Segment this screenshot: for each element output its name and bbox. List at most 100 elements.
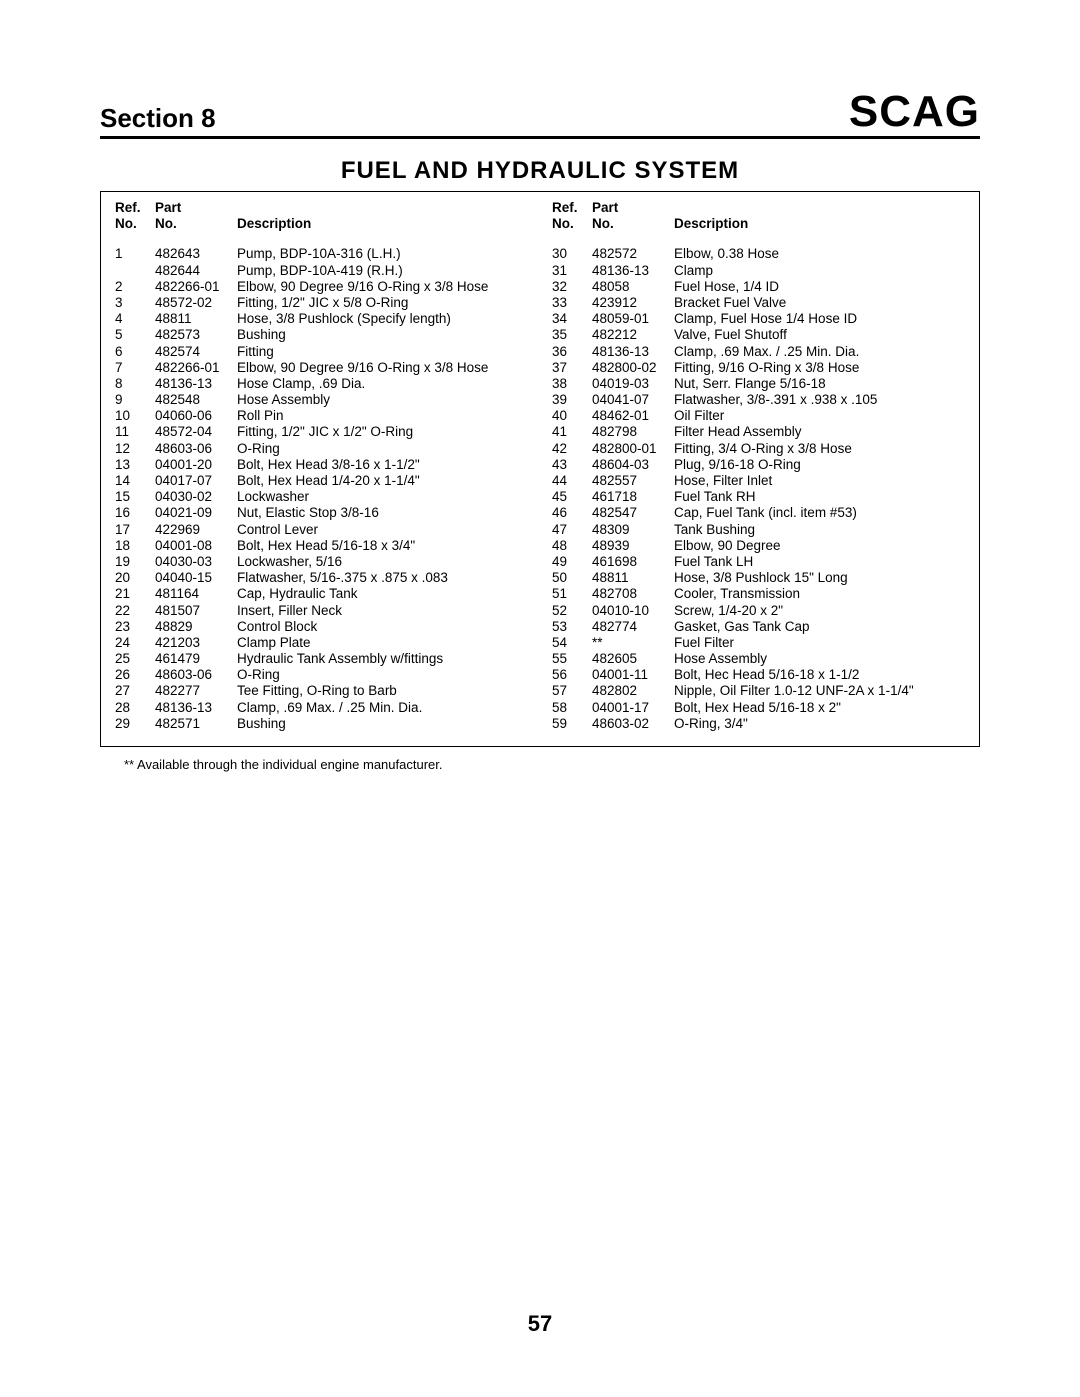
cell-desc: Bolt, Hex Head 5/16-18 x 3/4"	[237, 538, 528, 554]
cell-part: 482708	[592, 586, 674, 602]
cell-part: 461718	[592, 489, 674, 505]
cell-desc: Pump, BDP-10A-316 (L.H.)	[237, 246, 528, 262]
cell-part: 04021-09	[155, 505, 237, 521]
cell-ref: 28	[115, 700, 155, 716]
cell-desc: Bushing	[237, 716, 528, 732]
cell-part: 482277	[155, 683, 237, 699]
cell-desc: O-Ring	[237, 441, 528, 457]
cell-part: 482774	[592, 619, 674, 635]
cell-desc: Bolt, Hex Head 5/16-18 x 2"	[674, 700, 965, 716]
cell-desc: Hose Clamp, .69 Dia.	[237, 376, 528, 392]
cell-desc: Control Lever	[237, 522, 528, 538]
cell-desc: Fuel Tank RH	[674, 489, 965, 505]
cell-part: 481164	[155, 586, 237, 602]
cell-part: 48462-01	[592, 408, 674, 424]
table-row: 3904041-07Flatwasher, 3/8-.391 x .938 x …	[552, 392, 965, 408]
table-row: 5482573Bushing	[115, 327, 528, 343]
cell-desc: Roll Pin	[237, 408, 528, 424]
table-row: 45461718Fuel Tank RH	[552, 489, 965, 505]
table-row: 24421203Clamp Plate	[115, 635, 528, 651]
cell-desc: Nut, Elastic Stop 3/8-16	[237, 505, 528, 521]
cell-ref: 20	[115, 570, 155, 586]
cell-part: 48309	[592, 522, 674, 538]
table-row: 1482643Pump, BDP-10A-316 (L.H.)	[115, 246, 528, 262]
cell-ref: 7	[115, 360, 155, 376]
cell-ref: 13	[115, 457, 155, 473]
column-header: Ref. No. Part No. Description	[115, 200, 528, 232]
cell-desc: Pump, BDP-10A-419 (R.H.)	[237, 263, 528, 279]
table-row: 30482572Elbow, 0.38 Hose	[552, 246, 965, 262]
cell-ref: 33	[552, 295, 592, 311]
right-column: Ref. No. Part No. Description 30482572El…	[552, 200, 965, 732]
table-row: 41482798Filter Head Assembly	[552, 424, 965, 440]
table-row: 1904030-03Lockwasher, 5/16	[115, 554, 528, 570]
footnote: ** Available through the individual engi…	[124, 757, 980, 772]
cell-ref: 59	[552, 716, 592, 732]
cell-part: 48603-02	[592, 716, 674, 732]
cell-desc: Bushing	[237, 327, 528, 343]
cell-part: 421203	[155, 635, 237, 651]
cell-part: 48136-13	[592, 344, 674, 360]
cell-ref: 3	[115, 295, 155, 311]
cell-part: 48136-13	[155, 700, 237, 716]
table-row: 54**Fuel Filter	[552, 635, 965, 651]
cell-part: 482266-01	[155, 279, 237, 295]
right-rows: 30482572Elbow, 0.38 Hose3148136-13Clamp3…	[552, 246, 965, 732]
table-row: 22481507Insert, Filler Neck	[115, 603, 528, 619]
cell-ref: 49	[552, 554, 592, 570]
cell-desc: Clamp, Fuel Hose 1/4 Hose ID	[674, 311, 965, 327]
cell-desc: Bolt, Hex Head 1/4-20 x 1-1/4"	[237, 473, 528, 489]
cell-ref: 17	[115, 522, 155, 538]
cell-ref: 24	[115, 635, 155, 651]
cell-ref: 52	[552, 603, 592, 619]
table-row: 27482277Tee Fitting, O-Ring to Barb	[115, 683, 528, 699]
cell-part: 461698	[592, 554, 674, 570]
page-header: Section 8 SCAG	[100, 90, 980, 139]
cell-part: 04001-08	[155, 538, 237, 554]
cell-ref: 56	[552, 667, 592, 683]
cell-ref: 25	[115, 651, 155, 667]
cell-ref: 2	[115, 279, 155, 295]
cell-desc: Fitting, 1/2" JIC x 5/8 O-Ring	[237, 295, 528, 311]
cell-desc: Nut, Serr. Flange 5/16-18	[674, 376, 965, 392]
cell-part: 04030-02	[155, 489, 237, 505]
cell-ref: 23	[115, 619, 155, 635]
cell-desc: Bracket Fuel Valve	[674, 295, 965, 311]
table-row: 3448059-01Clamp, Fuel Hose 1/4 Hose ID	[552, 311, 965, 327]
header-ref-line1: Ref.	[115, 200, 155, 216]
cell-part: 482557	[592, 473, 674, 489]
table-row: 1604021-09Nut, Elastic Stop 3/8-16	[115, 505, 528, 521]
header-ref-line1: Ref.	[552, 200, 592, 216]
table-row: 482644Pump, BDP-10A-419 (R.H.)	[115, 263, 528, 279]
cell-desc: Hydraulic Tank Assembly w/fittings	[237, 651, 528, 667]
cell-ref: 58	[552, 700, 592, 716]
cell-ref: 15	[115, 489, 155, 505]
cell-ref: 44	[552, 473, 592, 489]
table-row: 1404017-07Bolt, Hex Head 1/4-20 x 1-1/4"	[115, 473, 528, 489]
cell-part: 482547	[592, 505, 674, 521]
header-ref-line2: No.	[115, 216, 155, 232]
cell-desc: Cap, Fuel Tank (incl. item #53)	[674, 505, 965, 521]
table-row: 46482547Cap, Fuel Tank (incl. item #53)	[552, 505, 965, 521]
cell-desc: O-Ring, 3/4"	[674, 716, 965, 732]
cell-ref: 39	[552, 392, 592, 408]
cell-desc: Bolt, Hec Head 5/16-18 x 1-1/2	[674, 667, 965, 683]
cell-ref: 12	[115, 441, 155, 457]
table-row: 5804001-17Bolt, Hex Head 5/16-18 x 2"	[552, 700, 965, 716]
table-row: 3648136-13Clamp, .69 Max. / .25 Min. Dia…	[552, 344, 965, 360]
cell-desc: Hose Assembly	[674, 651, 965, 667]
cell-part: 482548	[155, 392, 237, 408]
table-row: 37482800-02Fitting, 9/16 O-Ring x 3/8 Ho…	[552, 360, 965, 376]
cell-ref: 11	[115, 424, 155, 440]
cell-part: 48603-06	[155, 667, 237, 683]
cell-desc: Hose Assembly	[237, 392, 528, 408]
cell-ref: 1	[115, 246, 155, 262]
header-desc-text: Description	[674, 216, 965, 232]
table-row: 1804001-08Bolt, Hex Head 5/16-18 x 3/4"	[115, 538, 528, 554]
table-row: 5948603-02O-Ring, 3/4"	[552, 716, 965, 732]
cell-ref: 10	[115, 408, 155, 424]
cell-ref: 57	[552, 683, 592, 699]
cell-part: 04010-10	[592, 603, 674, 619]
cell-part: 04001-20	[155, 457, 237, 473]
cell-desc: Hose, 3/8 Pushlock 15" Long	[674, 570, 965, 586]
